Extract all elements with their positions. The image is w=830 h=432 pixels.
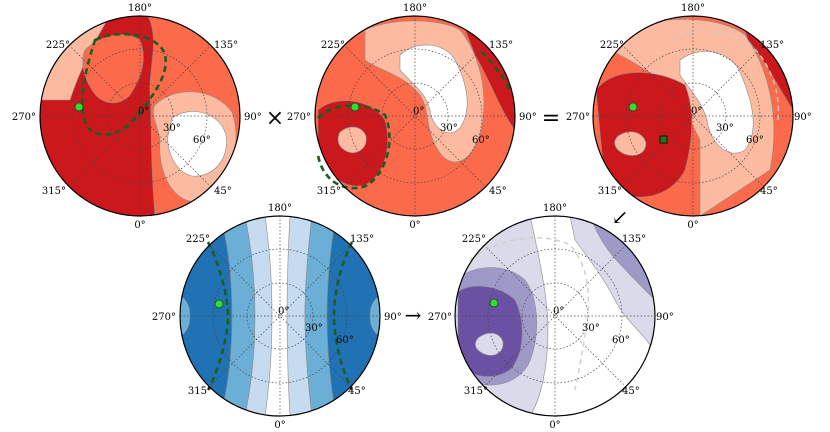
plot-top-middle: 180° 135° 90° 45° 0° 315° 270° 225° 0° 3… bbox=[287, 3, 537, 231]
shadow-outline-faint bbox=[469, 237, 590, 391]
plot-border bbox=[454, 215, 656, 417]
shadow-outline-faint bbox=[669, 30, 780, 121]
region-white-east bbox=[167, 111, 227, 177]
arrow-right: → bbox=[405, 303, 422, 327]
azimuth-label-90: 90° bbox=[656, 312, 674, 323]
region-mid-north bbox=[82, 34, 144, 104]
plot-border bbox=[179, 215, 381, 417]
azimuth-label-135: 135° bbox=[760, 40, 784, 51]
plot-top-right: 180° 135° 90° 45° 0° 315° 270° 225° 0° 3… bbox=[566, 3, 812, 231]
plot-border bbox=[314, 15, 516, 217]
contour-dashed-east bbox=[481, 51, 512, 91]
azimuth-label-135: 135° bbox=[214, 40, 238, 51]
sun-marker bbox=[628, 102, 638, 112]
sun-marker bbox=[350, 102, 360, 112]
azimuth-label-0: 0° bbox=[409, 220, 420, 231]
zenith-label-0: 0° bbox=[138, 106, 149, 117]
zenith-label-0: 0° bbox=[278, 306, 289, 317]
zenith-label-30: 30° bbox=[305, 323, 323, 334]
sun-marker bbox=[74, 102, 84, 112]
azimuth-label-225: 225° bbox=[462, 234, 486, 245]
azimuth-label-90: 90° bbox=[519, 112, 537, 123]
contour-dashed-west bbox=[316, 104, 391, 190]
azimuth-label-180: 180° bbox=[403, 3, 427, 14]
multiply-operator: × bbox=[266, 106, 284, 131]
azimuth-label-270: 270° bbox=[428, 312, 452, 323]
target-square-marker bbox=[659, 135, 668, 144]
region-dark-west bbox=[457, 285, 523, 377]
region-light-spot bbox=[475, 332, 504, 356]
arrow-down-left: ↙ bbox=[612, 205, 629, 229]
azimuth-label-90: 90° bbox=[794, 112, 812, 123]
zenith-label-30: 30° bbox=[163, 123, 181, 134]
contour-dashed bbox=[81, 32, 168, 136]
zenith-label-0: 0° bbox=[413, 106, 424, 117]
zenith-label-0: 0° bbox=[691, 106, 702, 117]
azimuth-label-315: 315° bbox=[42, 186, 66, 197]
equals-operator: = bbox=[542, 106, 560, 131]
sun-marker bbox=[214, 299, 224, 309]
azimuth-label-270: 270° bbox=[12, 112, 36, 123]
zenith-label-60: 60° bbox=[193, 135, 211, 146]
azimuth-label-135: 135° bbox=[622, 234, 646, 245]
zenith-label-0: 0° bbox=[553, 306, 564, 317]
region-white-north bbox=[679, 51, 754, 154]
zenith-label-60: 60° bbox=[612, 335, 630, 346]
plot-border bbox=[592, 15, 794, 217]
azimuth-label-45: 45° bbox=[622, 386, 640, 397]
azimuth-label-0: 0° bbox=[274, 420, 285, 431]
region-dark-west bbox=[595, 72, 693, 198]
azimuth-label-315: 315° bbox=[598, 186, 622, 197]
zenith-label-30: 30° bbox=[582, 323, 600, 334]
plot-top-left: 180° 135° 90° 45° 0° 315° 270° 225° 0° 3… bbox=[12, 3, 262, 231]
plot-border bbox=[39, 15, 241, 217]
azimuth-label-0: 0° bbox=[687, 220, 698, 231]
azimuth-label-270: 270° bbox=[152, 312, 176, 323]
azimuth-label-90: 90° bbox=[384, 312, 402, 323]
plot-bottom-left: 180° 135° 90° 45° 0° 315° 270° 225° 0° 3… bbox=[152, 203, 402, 431]
azimuth-label-0: 0° bbox=[549, 420, 560, 431]
zenith-label-60: 60° bbox=[472, 135, 490, 146]
zenith-label-30: 30° bbox=[440, 123, 458, 134]
azimuth-label-315: 315° bbox=[317, 186, 341, 197]
zenith-label-30: 30° bbox=[716, 123, 734, 134]
azimuth-label-180: 180° bbox=[268, 203, 292, 214]
sun-marker bbox=[489, 298, 499, 308]
azimuth-label-270: 270° bbox=[566, 112, 590, 123]
azimuth-label-315: 315° bbox=[188, 386, 212, 397]
azimuth-label-45: 45° bbox=[489, 186, 507, 197]
azimuth-label-180: 180° bbox=[128, 3, 152, 14]
azimuth-label-270: 270° bbox=[287, 112, 311, 123]
azimuth-label-45: 45° bbox=[348, 386, 366, 397]
azimuth-label-225: 225° bbox=[600, 40, 624, 51]
plot-bottom-right: 180° 135° 90° 45° 0° 315° 270° 225° 0° 3… bbox=[428, 203, 674, 431]
azimuth-label-180: 180° bbox=[543, 203, 567, 214]
azimuth-label-225: 225° bbox=[46, 40, 70, 51]
azimuth-label-45: 45° bbox=[214, 186, 232, 197]
azimuth-label-225: 225° bbox=[321, 40, 345, 51]
zenith-label-60: 60° bbox=[746, 135, 764, 146]
region-light-west bbox=[614, 131, 647, 156]
azimuth-label-0: 0° bbox=[134, 220, 145, 231]
zenith-label-60: 60° bbox=[336, 335, 354, 346]
azimuth-label-90: 90° bbox=[244, 112, 262, 123]
azimuth-label-45: 45° bbox=[760, 186, 778, 197]
azimuth-label-135: 135° bbox=[489, 40, 513, 51]
azimuth-label-135: 135° bbox=[350, 234, 374, 245]
azimuth-label-225: 225° bbox=[186, 234, 210, 245]
azimuth-label-180: 180° bbox=[681, 3, 705, 14]
azimuth-label-315: 315° bbox=[464, 386, 488, 397]
